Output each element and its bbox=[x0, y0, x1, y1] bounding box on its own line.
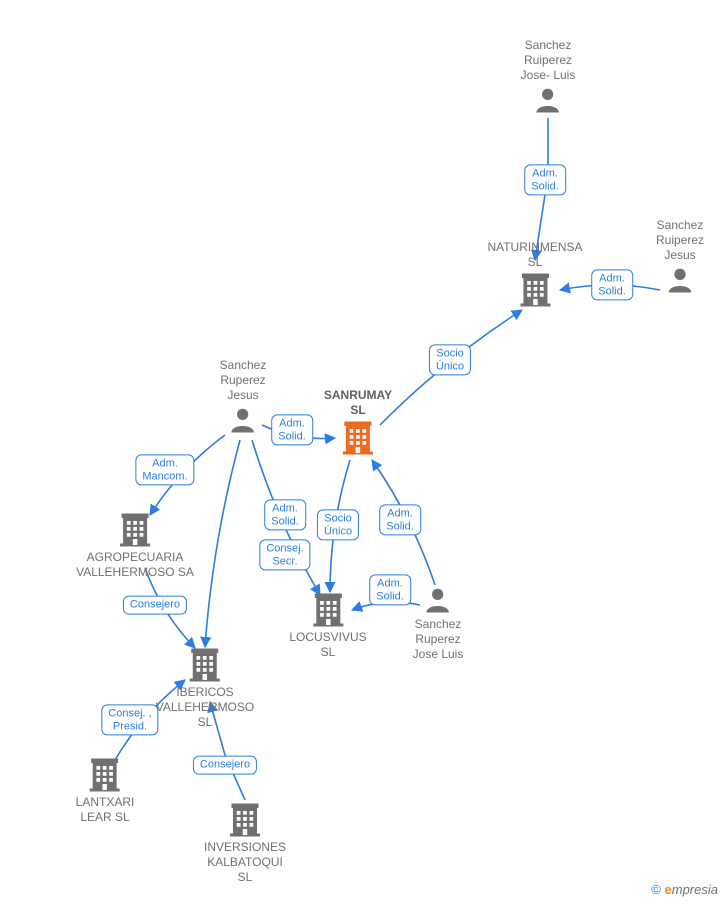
company-icon bbox=[324, 420, 392, 456]
edge-label: Socio Único bbox=[317, 509, 359, 540]
brand-name: empresia bbox=[665, 882, 718, 897]
copyright-footer: © empresia bbox=[651, 882, 718, 897]
node-label: AGROPECUARIA VALLEHERMOSO SA bbox=[76, 550, 194, 580]
node-label: Sanchez Ruiperez Jesus bbox=[656, 218, 704, 263]
node-label: NATURINMENSA SL bbox=[487, 240, 582, 270]
edge-label: Consej. Secr. bbox=[259, 539, 310, 570]
edge-label: Adm. Solid. bbox=[264, 499, 306, 530]
edge-label: Adm. Solid. bbox=[379, 504, 421, 535]
edge-label: Adm. Solid. bbox=[524, 164, 566, 195]
company-node-c_agropecuaria[interactable]: AGROPECUARIA VALLEHERMOSO SA bbox=[76, 512, 194, 580]
company-icon bbox=[204, 802, 286, 838]
person-icon bbox=[656, 265, 704, 295]
company-node-c_naturinmensa[interactable]: NATURINMENSA SL bbox=[487, 240, 582, 308]
edge-label: Adm. Solid. bbox=[591, 269, 633, 300]
person-node-p_jesus_left[interactable]: Sanchez Ruperez Jesus bbox=[220, 358, 267, 435]
edge-label: Consej. , Presid. bbox=[101, 704, 158, 735]
node-label: INVERSIONES KALBATOQUI SL bbox=[204, 840, 286, 885]
company-icon bbox=[76, 757, 135, 793]
company-icon bbox=[156, 647, 254, 683]
edge-label: Consejero bbox=[123, 596, 187, 615]
company-node-c_sanrumay[interactable]: SANRUMAY SL bbox=[324, 388, 392, 456]
node-label: Sanchez Ruperez Jesus bbox=[220, 358, 267, 403]
person-icon bbox=[413, 585, 464, 615]
person-icon bbox=[220, 405, 267, 435]
edge-label: Socio Único bbox=[429, 344, 471, 375]
node-label: SANRUMAY SL bbox=[324, 388, 392, 418]
node-label: Sanchez Ruperez Jose Luis bbox=[413, 617, 464, 662]
node-label: Sanchez Ruiperez Jose- Luis bbox=[521, 38, 576, 83]
edge-label: Consejero bbox=[193, 756, 257, 775]
diagram-canvas: Sanchez Ruiperez Jose- Luis Sanchez Ruip… bbox=[0, 0, 728, 905]
node-label: LANTXARI LEAR SL bbox=[76, 795, 135, 825]
edge bbox=[205, 440, 240, 647]
company-icon bbox=[487, 272, 582, 308]
person-node-p_jose_luis_bot[interactable]: Sanchez Ruperez Jose Luis bbox=[413, 585, 464, 662]
node-label: LOCUSVIVUS SL bbox=[289, 630, 366, 660]
edge-label: Adm. Mancom. bbox=[135, 454, 194, 485]
company-node-c_lantxari[interactable]: LANTXARI LEAR SL bbox=[76, 757, 135, 825]
person-node-p_jose_luis_top[interactable]: Sanchez Ruiperez Jose- Luis bbox=[521, 38, 576, 115]
company-icon bbox=[76, 512, 194, 548]
edge-label: Adm. Solid. bbox=[369, 574, 411, 605]
person-icon bbox=[521, 85, 576, 115]
node-label: IBERICOS VALLEHERMOSO SL bbox=[156, 685, 254, 730]
edge-label: Adm. Solid. bbox=[271, 414, 313, 445]
company-node-c_locusvivus[interactable]: LOCUSVIVUS SL bbox=[289, 592, 366, 660]
company-node-c_ibericos[interactable]: IBERICOS VALLEHERMOSO SL bbox=[156, 647, 254, 730]
company-node-c_kalbatoqui[interactable]: INVERSIONES KALBATOQUI SL bbox=[204, 802, 286, 885]
company-icon bbox=[289, 592, 366, 628]
copyright-symbol: © bbox=[651, 882, 661, 897]
person-node-p_jesus_right[interactable]: Sanchez Ruiperez Jesus bbox=[656, 218, 704, 295]
